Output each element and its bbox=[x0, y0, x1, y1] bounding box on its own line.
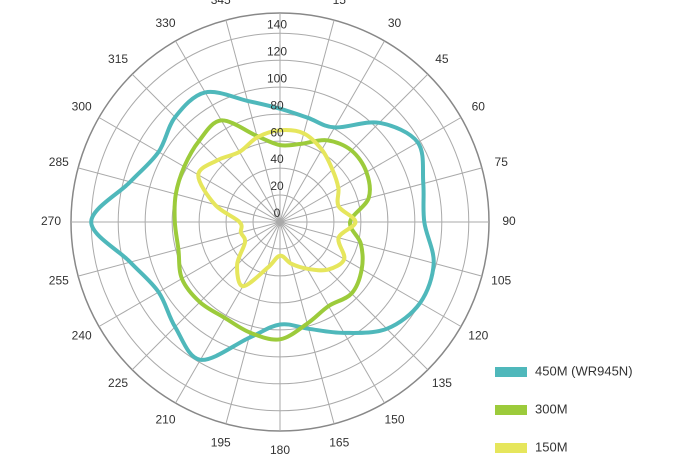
series-line bbox=[89, 89, 436, 362]
angle-label: 15 bbox=[333, 0, 347, 7]
spoke bbox=[131, 221, 281, 371]
spoke bbox=[279, 73, 429, 223]
angle-label: 90 bbox=[502, 214, 516, 228]
legend-label: 300M bbox=[535, 401, 568, 416]
series-line bbox=[172, 118, 372, 342]
r-tick-label: 40 bbox=[270, 152, 284, 166]
legend-label: 150M bbox=[535, 439, 568, 454]
angle-label: 30 bbox=[388, 16, 402, 30]
angle-label: 120 bbox=[468, 329, 488, 343]
spoke bbox=[175, 40, 281, 223]
legend: 450M (WR945N) 300M 150M bbox=[495, 363, 633, 454]
angle-label: 330 bbox=[155, 16, 175, 30]
angle-label: 45 bbox=[435, 52, 449, 66]
angle-label: 195 bbox=[211, 435, 231, 449]
legend-swatch bbox=[495, 443, 527, 453]
angle-label: 255 bbox=[49, 273, 69, 287]
labels: 0 15 30 45 60 75 90 105 120 135 150 165 180 195 210 225… bbox=[41, 0, 516, 457]
angle-label: 165 bbox=[329, 435, 349, 449]
angle-label: 105 bbox=[491, 273, 511, 287]
legend-swatch bbox=[495, 367, 527, 377]
spoke bbox=[279, 40, 385, 223]
angle-label: 270 bbox=[41, 214, 61, 228]
spoke bbox=[225, 19, 281, 223]
angle-label: 345 bbox=[211, 0, 231, 7]
r-tick-label: 0 bbox=[274, 206, 281, 220]
angle-label: 135 bbox=[432, 376, 452, 390]
plot-area bbox=[89, 89, 436, 362]
r-tick-label: 120 bbox=[267, 44, 287, 58]
spoke bbox=[225, 221, 281, 425]
r-tick-label: 80 bbox=[270, 98, 284, 112]
spoke bbox=[279, 167, 483, 223]
angle-label: 300 bbox=[72, 100, 92, 114]
spoke bbox=[279, 19, 335, 223]
spoke bbox=[279, 221, 385, 404]
spoke bbox=[175, 221, 281, 404]
legend-label: 450M (WR945N) bbox=[535, 363, 633, 378]
r-tick-label: 60 bbox=[270, 125, 284, 139]
angle-label: 225 bbox=[108, 376, 128, 390]
angle-label: 240 bbox=[72, 329, 92, 343]
angle-label: 180 bbox=[270, 443, 290, 457]
spoke bbox=[279, 221, 429, 371]
spoke bbox=[279, 117, 462, 223]
legend-swatch bbox=[495, 405, 527, 415]
spoke bbox=[131, 73, 281, 223]
r-tick-label: 100 bbox=[267, 71, 287, 85]
series-line bbox=[196, 128, 358, 289]
spoke bbox=[279, 221, 462, 327]
spoke bbox=[98, 221, 281, 327]
spoke bbox=[279, 221, 483, 277]
spoke bbox=[98, 117, 281, 223]
angle-label: 150 bbox=[384, 412, 404, 426]
spoke bbox=[77, 167, 281, 223]
angle-label: 285 bbox=[49, 155, 69, 169]
angle-label: 60 bbox=[472, 100, 486, 114]
r-tick-label: 20 bbox=[270, 179, 284, 193]
angle-label: 315 bbox=[108, 52, 128, 66]
angle-label: 75 bbox=[495, 155, 509, 169]
r-tick-label: 140 bbox=[267, 17, 287, 31]
angle-label: 210 bbox=[155, 412, 175, 426]
